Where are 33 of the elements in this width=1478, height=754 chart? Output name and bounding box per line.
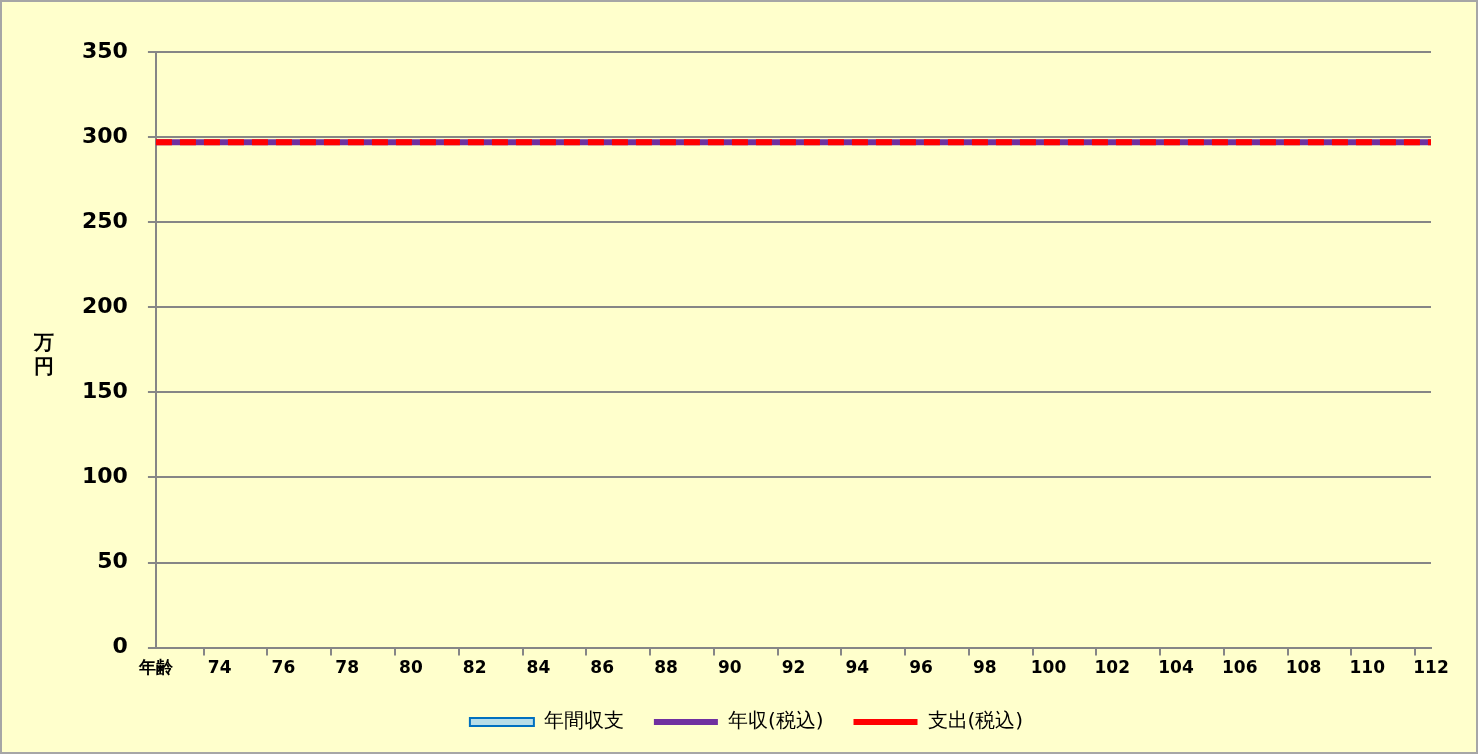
y-tick-label: 250	[81, 207, 128, 233]
x-tick-label: 112	[1413, 657, 1449, 678]
x-tick-label: 108	[1285, 657, 1322, 678]
y-tick-label: 150	[81, 378, 128, 404]
y-tick-label: 50	[97, 548, 128, 574]
legend-label: 年収(税込)	[727, 708, 824, 733]
x-tick-label: 102	[1094, 657, 1130, 678]
x-tick-label: 74	[207, 657, 232, 678]
x-tick-label: 98	[972, 657, 997, 678]
y-axis-title: 万円	[34, 330, 55, 378]
x-tick-label: 76	[271, 657, 296, 678]
x-tick-label: 100	[1030, 657, 1067, 678]
x-tick-label: 104	[1158, 657, 1194, 678]
x-tick-label: 106	[1221, 657, 1258, 678]
x-tick-label: 96	[909, 657, 933, 678]
x-tick-label: 88	[654, 657, 678, 678]
legend-label: 年間収支	[543, 708, 624, 733]
legend-label: 支出(税込)	[927, 708, 1024, 733]
x-tick-label: 年齢	[137, 657, 174, 678]
y-tick-label: 0	[112, 633, 128, 659]
x-tick-label: 110	[1349, 657, 1386, 678]
x-tick-label: 90	[717, 657, 742, 678]
y-tick-label: 300	[81, 122, 128, 148]
y-tick-label: 350	[81, 37, 128, 63]
x-tick-label: 82	[462, 657, 487, 678]
x-tick-label: 80	[399, 657, 423, 678]
y-tick-label: 200	[81, 292, 128, 318]
y-tick-label: 100	[81, 463, 128, 489]
x-tick-label: 92	[781, 657, 806, 678]
x-tick-label: 78	[335, 657, 360, 678]
x-tick-label: 84	[526, 657, 551, 678]
x-tick-label: 94	[845, 657, 870, 678]
x-tick-label: 86	[590, 657, 615, 678]
